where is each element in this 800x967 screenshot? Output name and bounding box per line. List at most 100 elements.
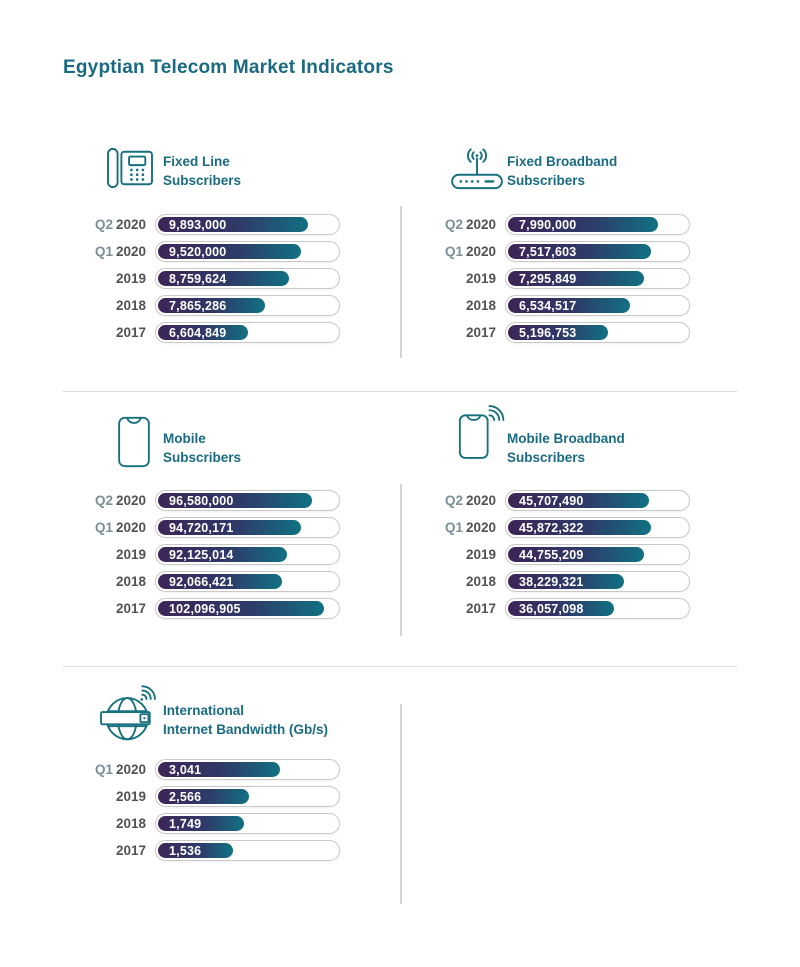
- section-title-international-bandwidth: International Internet Bandwidth (Gb/s): [163, 701, 328, 739]
- year-label: 2020: [465, 520, 496, 535]
- bar-row: Q1 2020 3,041: [63, 759, 340, 780]
- bar-row: Q2 2020 45,707,490: [413, 490, 690, 511]
- bar-value: 5,196,753: [519, 325, 577, 340]
- bar-row: 2018 7,865,286: [63, 295, 340, 316]
- section-title-mobile: Mobile Subscribers: [163, 429, 241, 467]
- year-label: 2019: [115, 789, 146, 804]
- year-label: 2018: [115, 574, 146, 589]
- row-label: 2019: [63, 271, 155, 286]
- row-label: Q2 2020: [63, 217, 155, 232]
- bar-fill: 7,990,000: [508, 217, 659, 232]
- bar-chart-fixed-line: Q2 2020 9,893,000 Q1 2020 9,520,000 2019 8,759,…: [63, 214, 340, 343]
- bar-fill: 9,520,000: [158, 244, 302, 259]
- quarter-label: Q1: [444, 520, 463, 535]
- bar-track: 102,096,905: [155, 598, 340, 619]
- year-label: 2020: [115, 520, 146, 535]
- bar-row: 2019 7,295,849: [413, 268, 690, 289]
- bar-row: Q1 2020 7,517,603: [413, 241, 690, 262]
- row-label: Q2 2020: [63, 493, 155, 508]
- bar-row: 2018 1,749: [63, 813, 340, 834]
- bar-track: 45,872,322: [505, 517, 690, 538]
- row-label: 2018: [413, 574, 505, 589]
- horizontal-divider: [63, 391, 737, 392]
- vertical-divider: [400, 704, 402, 904]
- row-label: Q2 2020: [413, 217, 505, 232]
- bar-value: 92,066,421: [169, 574, 234, 589]
- bar-row: 2018 92,066,421: [63, 571, 340, 592]
- bar-row: 2019 92,125,014: [63, 544, 340, 565]
- bar-track: 8,759,624: [155, 268, 340, 289]
- bar-track: 6,604,849: [155, 322, 340, 343]
- bar-value: 2,566: [169, 789, 202, 804]
- section-title-line2: Subscribers: [507, 450, 586, 465]
- bar-value: 7,517,603: [519, 244, 577, 259]
- bar-value: 3,041: [169, 762, 202, 777]
- bar-fill: 2,566: [158, 789, 250, 804]
- row-label: 2018: [63, 298, 155, 313]
- bar-value: 7,865,286: [169, 298, 227, 313]
- bar-value: 45,707,490: [519, 493, 584, 508]
- bar-fill: 45,707,490: [508, 493, 650, 508]
- bar-track: 3,041: [155, 759, 340, 780]
- bar-fill: 7,865,286: [158, 298, 266, 313]
- row-label: 2018: [63, 816, 155, 831]
- bar-value: 6,534,517: [519, 298, 577, 313]
- bar-value: 96,580,000: [169, 493, 234, 508]
- year-label: 2018: [115, 816, 146, 831]
- bar-track: 94,720,171: [155, 517, 340, 538]
- year-label: 2018: [465, 574, 496, 589]
- row-label: Q1 2020: [413, 244, 505, 259]
- quarter-label: Q1: [94, 244, 113, 259]
- row-label: 2017: [63, 325, 155, 340]
- bar-row: 2017 36,057,098: [413, 598, 690, 619]
- row-label: 2017: [413, 601, 505, 616]
- bar-fill: 9,893,000: [158, 217, 309, 232]
- desk-phone-icon: [106, 146, 154, 190]
- bar-track: 44,755,209: [505, 544, 690, 565]
- section-title-line1: International: [163, 703, 245, 718]
- bar-track: 2,566: [155, 786, 340, 807]
- bar-fill: 5,196,753: [508, 325, 609, 340]
- bar-fill: 7,295,849: [508, 271, 645, 286]
- quarter-label: Q2: [94, 217, 113, 232]
- row-label: 2017: [63, 601, 155, 616]
- bar-value: 44,755,209: [519, 547, 584, 562]
- bar-chart-mobile: Q2 2020 96,580,000 Q1 2020 94,720,171 2019 92,1…: [63, 490, 340, 619]
- section-title-line2: Subscribers: [163, 173, 242, 188]
- section-title-line1: Mobile: [163, 431, 206, 446]
- bar-row: 2019 2,566: [63, 786, 340, 807]
- year-label: 2017: [465, 325, 496, 340]
- bar-fill: 3,041: [158, 762, 280, 777]
- section-title-line1: Mobile Broadband: [507, 431, 625, 446]
- bar-track: 45,707,490: [505, 490, 690, 511]
- year-label: 2017: [115, 843, 146, 858]
- bar-fill: 44,755,209: [508, 547, 645, 562]
- bar-track: 5,196,753: [505, 322, 690, 343]
- bar-row: 2017 6,604,849: [63, 322, 340, 343]
- bar-row: 2019 44,755,209: [413, 544, 690, 565]
- vertical-divider: [400, 484, 402, 636]
- quarter-label: Q1: [94, 762, 113, 777]
- bar-fill: 36,057,098: [508, 601, 614, 616]
- bar-track: 36,057,098: [505, 598, 690, 619]
- bar-value: 8,759,624: [169, 271, 227, 286]
- year-label: 2020: [465, 493, 496, 508]
- quarter-label: Q2: [94, 493, 113, 508]
- row-label: Q1 2020: [63, 762, 155, 777]
- bar-value: 1,536: [169, 843, 202, 858]
- row-label: Q1 2020: [63, 244, 155, 259]
- row-label: Q2 2020: [413, 493, 505, 508]
- bar-fill: 8,759,624: [158, 271, 289, 286]
- bar-value: 36,057,098: [519, 601, 584, 616]
- year-label: 2017: [115, 325, 146, 340]
- bar-track: 7,990,000: [505, 214, 690, 235]
- row-label: Q1 2020: [413, 520, 505, 535]
- bar-value: 7,295,849: [519, 271, 577, 286]
- bar-fill: 102,096,905: [158, 601, 325, 616]
- bar-fill: 45,872,322: [508, 520, 652, 535]
- section-title-line2: Subscribers: [163, 450, 242, 465]
- globe-signal-icon: [100, 683, 162, 743]
- row-label: Q1 2020: [63, 520, 155, 535]
- row-label: 2019: [63, 789, 155, 804]
- section-title-line2: Internet Bandwidth (Gb/s): [163, 722, 328, 737]
